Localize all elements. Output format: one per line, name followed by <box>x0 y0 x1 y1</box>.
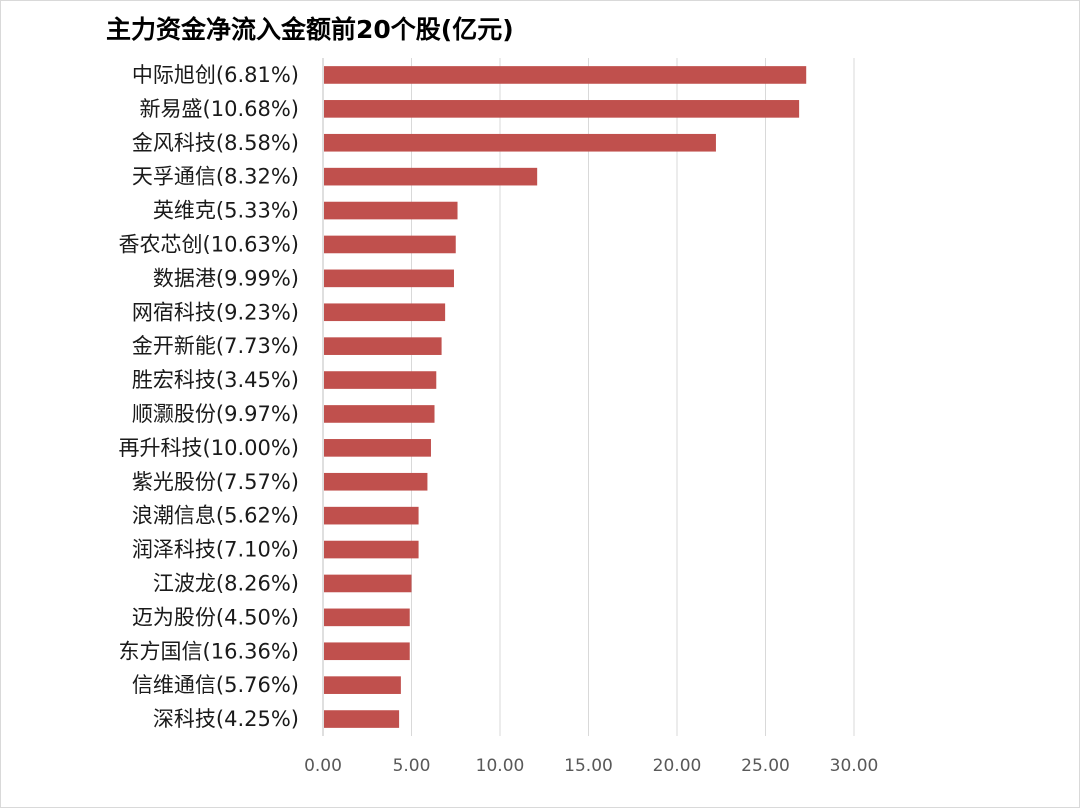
x-tick-label: 10.00 <box>476 756 525 776</box>
category-label: 润泽科技(7.10%) <box>132 538 299 562</box>
category-label: 再升科技(10.00%) <box>119 436 299 460</box>
bar <box>324 642 410 661</box>
category-label: 胜宏科技(3.45%) <box>132 368 299 392</box>
bar <box>324 371 437 389</box>
bar <box>324 337 442 355</box>
bar <box>324 100 800 118</box>
bar <box>324 439 431 457</box>
x-tick-label: 20.00 <box>653 756 702 776</box>
grid-lines <box>322 58 855 736</box>
category-label: 新易盛(10.68%) <box>140 97 299 121</box>
category-label: 迈为股份(4.50%) <box>132 605 299 629</box>
bar <box>324 66 807 84</box>
bar <box>324 472 428 491</box>
bar <box>324 506 419 525</box>
bar <box>324 235 456 254</box>
category-label: 网宿科技(9.23%) <box>132 300 299 324</box>
bar <box>324 710 400 728</box>
category-label: 英维克(5.33%) <box>153 199 299 223</box>
category-label: 浪潮信息(5.62%) <box>132 504 299 528</box>
category-label: 江波龙(8.26%) <box>153 571 299 595</box>
bar <box>324 133 716 152</box>
bar <box>324 574 412 593</box>
category-label: 金开新能(7.73%) <box>132 334 299 358</box>
x-tick-label: 0.00 <box>304 756 342 776</box>
category-labels: 中际旭创(6.81%) 新易盛(10.68%) 金风科技(8.58%) 天孚通信(8.… <box>119 63 299 731</box>
category-label: 顺灏股份(9.97%) <box>132 402 299 426</box>
x-tick-label: 15.00 <box>564 756 613 776</box>
bar <box>324 269 454 288</box>
bar <box>324 303 446 322</box>
category-label: 信维通信(5.76%) <box>132 673 299 697</box>
x-tick-label: 30.00 <box>830 756 879 776</box>
x-tick-labels: 0.00 5.00 10.00 15.00 20.00 25.00 30.00 <box>304 756 878 776</box>
chart-title: 主力资金净流入金额前20个股(亿元) <box>106 15 514 44</box>
bar <box>324 676 401 694</box>
bar <box>324 608 410 627</box>
category-label: 东方国信(16.36%) <box>119 639 299 663</box>
category-label: 香农芯创(10.63%) <box>119 232 299 256</box>
bar <box>324 201 458 220</box>
category-label: 数据港(9.99%) <box>153 266 299 290</box>
category-label: 紫光股份(7.57%) <box>132 470 299 494</box>
x-tick-label: 25.00 <box>741 756 790 776</box>
category-label: 深科技(4.25%) <box>153 707 299 731</box>
category-label: 金风科技(8.58%) <box>132 131 299 155</box>
bar <box>324 167 538 186</box>
bar <box>324 405 435 423</box>
bars <box>324 66 807 728</box>
bar <box>324 540 419 559</box>
category-label: 天孚通信(8.32%) <box>132 165 299 189</box>
category-label: 中际旭创(6.81%) <box>132 63 299 87</box>
x-tick-label: 5.00 <box>393 756 431 776</box>
